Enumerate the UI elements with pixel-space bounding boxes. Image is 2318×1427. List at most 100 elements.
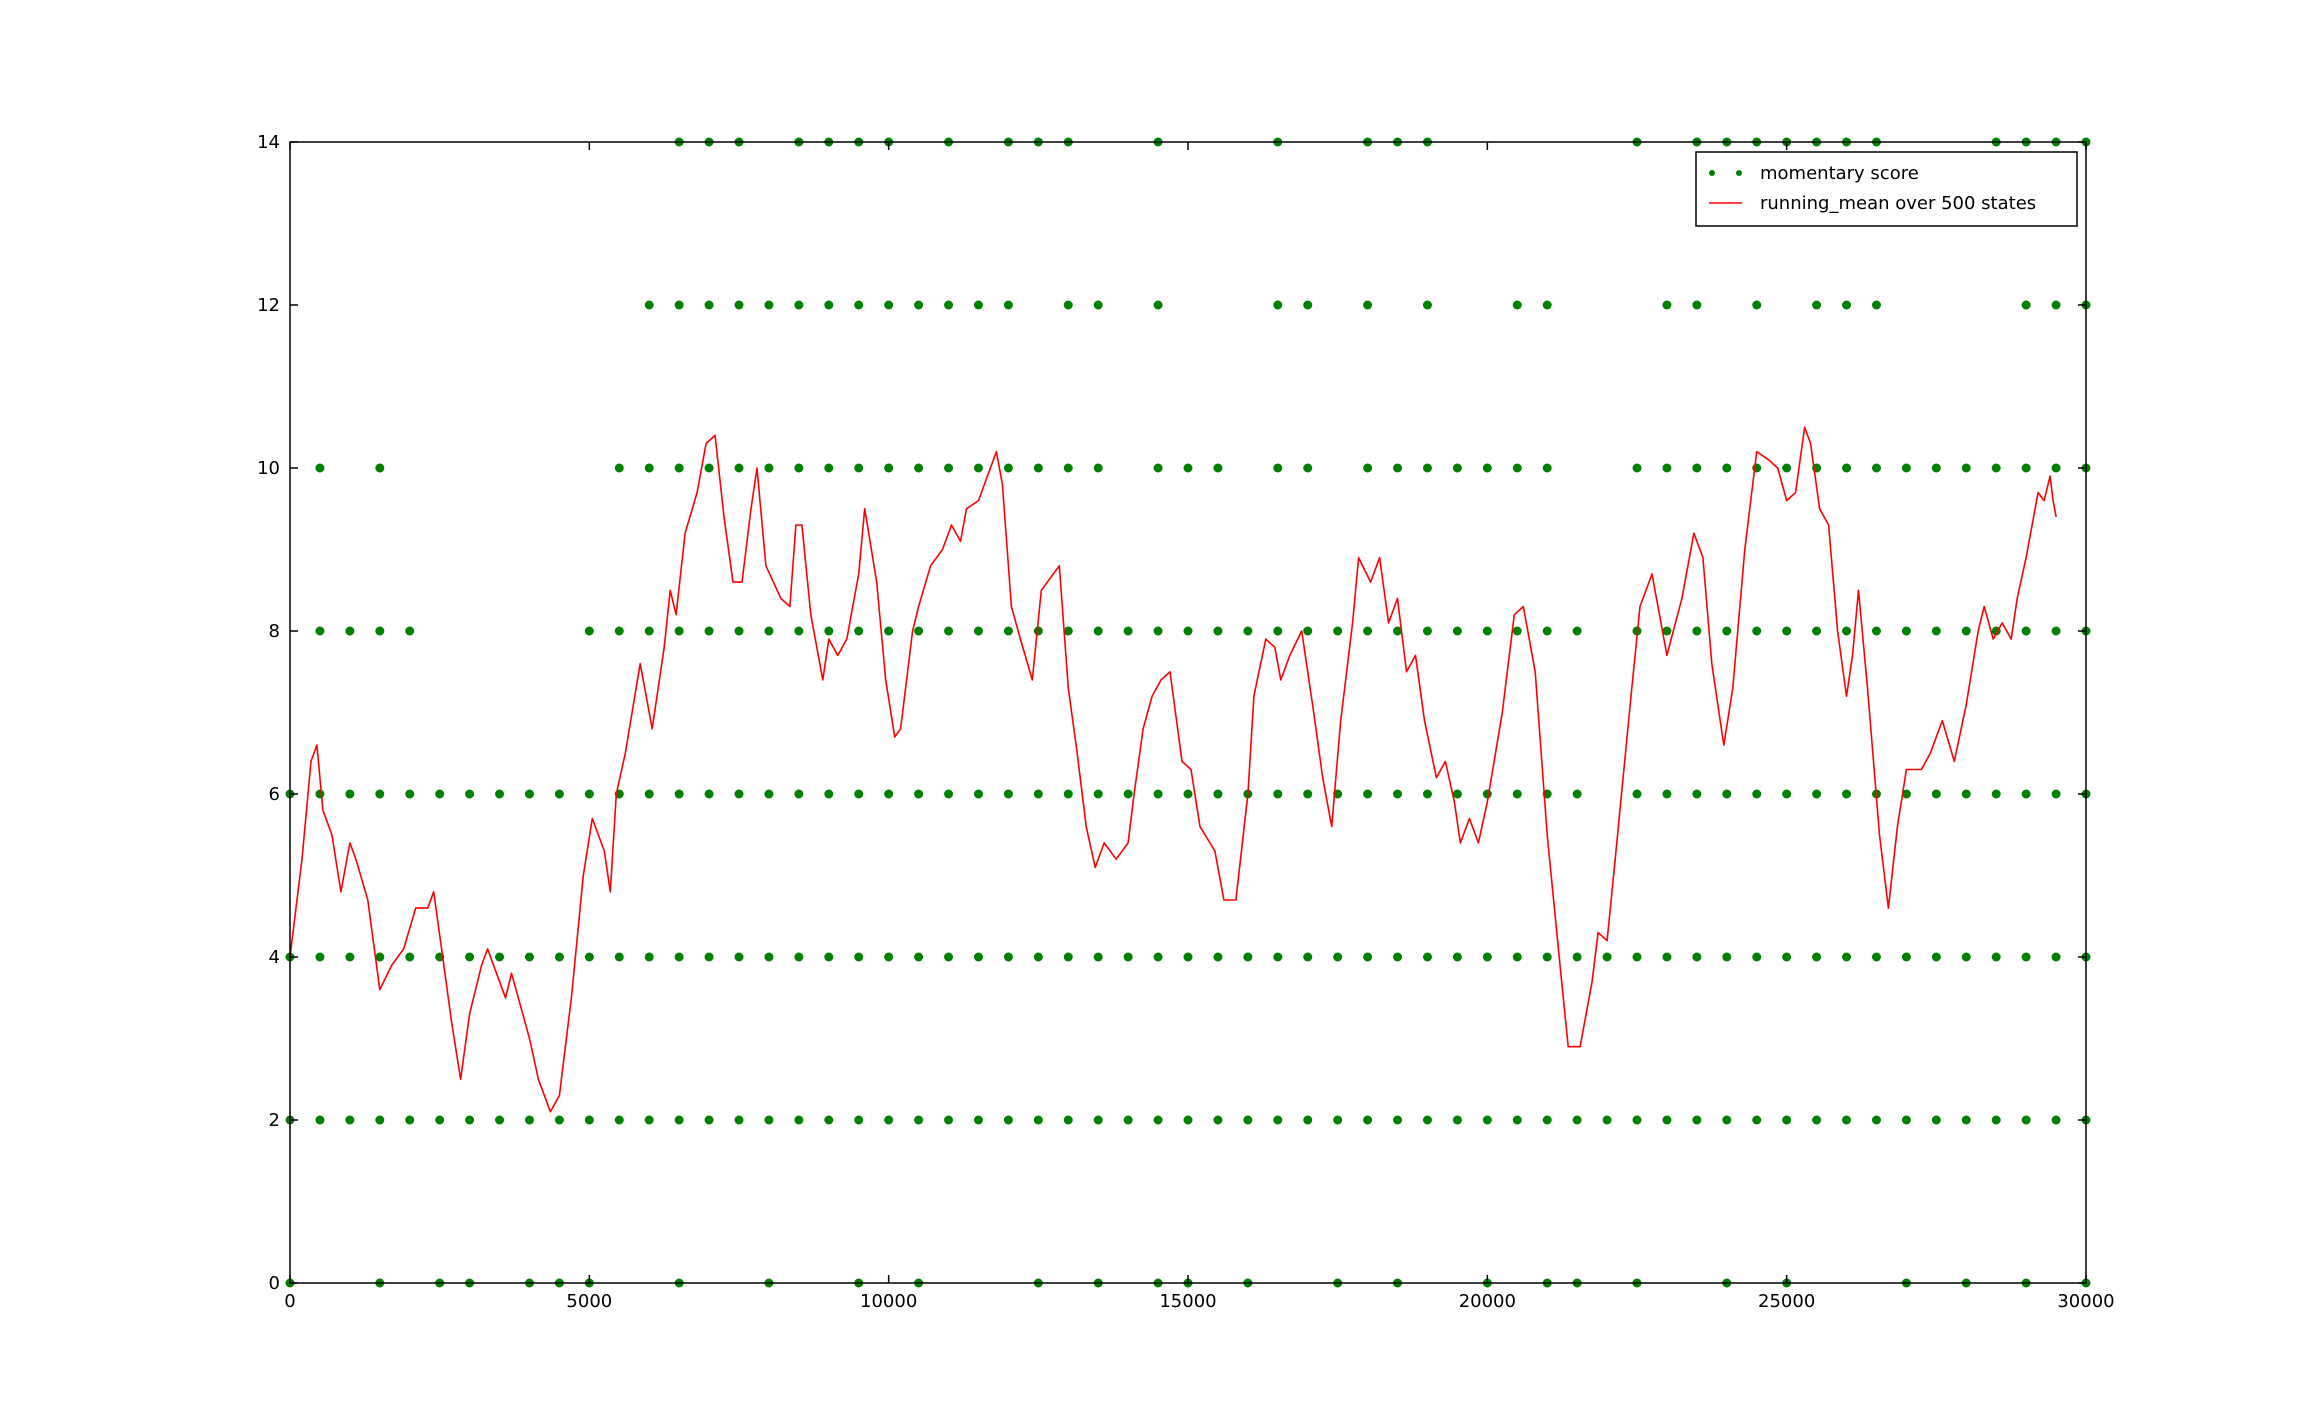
score-point bbox=[944, 1115, 954, 1125]
score-point bbox=[2021, 952, 2031, 962]
score-point bbox=[1033, 952, 1043, 962]
score-point bbox=[1452, 952, 1462, 962]
score-point bbox=[1003, 463, 1013, 473]
score-point bbox=[1153, 626, 1163, 636]
score-point bbox=[1482, 952, 1492, 962]
score-point bbox=[1512, 463, 1522, 473]
score-point bbox=[614, 1115, 624, 1125]
score-point bbox=[1931, 626, 1941, 636]
score-point bbox=[1183, 626, 1193, 636]
score-point bbox=[973, 789, 983, 799]
score-point bbox=[914, 789, 924, 799]
score-point bbox=[1063, 300, 1073, 310]
y-tick-label: 2 bbox=[269, 1110, 280, 1131]
score-point bbox=[1033, 789, 1043, 799]
score-point bbox=[884, 300, 894, 310]
legend-label: momentary score bbox=[1760, 163, 1919, 184]
score-point bbox=[1991, 789, 2001, 799]
score-point bbox=[824, 463, 834, 473]
score-point bbox=[914, 463, 924, 473]
score-point bbox=[1273, 300, 1283, 310]
score-point bbox=[524, 789, 534, 799]
score-point bbox=[1692, 1115, 1702, 1125]
score-point bbox=[524, 1115, 534, 1125]
score-point bbox=[1662, 626, 1672, 636]
score-point bbox=[1482, 1115, 1492, 1125]
score-point bbox=[1961, 626, 1971, 636]
score-point bbox=[1033, 626, 1043, 636]
legend: momentary score running_mean over 500 sta… bbox=[1695, 151, 2078, 227]
score-point bbox=[2051, 463, 2061, 473]
score-point bbox=[704, 463, 714, 473]
score-point bbox=[1422, 626, 1432, 636]
score-point bbox=[944, 300, 954, 310]
score-point bbox=[584, 952, 594, 962]
score-point bbox=[1213, 1115, 1223, 1125]
score-point bbox=[435, 1115, 445, 1125]
score-point bbox=[1512, 626, 1522, 636]
score-point bbox=[854, 952, 864, 962]
score-point bbox=[375, 1115, 385, 1125]
legend-box bbox=[1695, 151, 2078, 227]
score-point bbox=[734, 952, 744, 962]
score-point bbox=[1243, 1115, 1253, 1125]
score-point bbox=[345, 789, 355, 799]
score-point bbox=[1363, 1115, 1373, 1125]
score-point bbox=[884, 626, 894, 636]
score-point bbox=[1303, 952, 1313, 962]
score-point bbox=[1363, 300, 1373, 310]
score-point bbox=[2051, 626, 2061, 636]
score-point bbox=[1782, 626, 1792, 636]
score-point bbox=[1632, 1115, 1642, 1125]
score-point bbox=[794, 300, 804, 310]
score-point bbox=[824, 952, 834, 962]
score-point bbox=[674, 463, 684, 473]
score-point bbox=[1812, 789, 1822, 799]
score-point bbox=[1333, 952, 1343, 962]
score-point bbox=[1422, 789, 1432, 799]
score-point bbox=[973, 626, 983, 636]
score-point bbox=[1931, 463, 1941, 473]
score-point bbox=[315, 626, 325, 636]
score-point bbox=[1422, 952, 1432, 962]
score-point bbox=[2051, 300, 2061, 310]
score-point bbox=[1303, 1115, 1313, 1125]
score-point bbox=[1153, 300, 1163, 310]
score-point bbox=[704, 626, 714, 636]
score-point bbox=[1303, 463, 1313, 473]
score-point bbox=[1722, 789, 1732, 799]
score-point bbox=[1003, 300, 1013, 310]
score-point bbox=[1722, 1115, 1732, 1125]
score-point bbox=[1183, 789, 1193, 799]
score-point bbox=[1842, 463, 1852, 473]
score-point bbox=[1752, 626, 1762, 636]
score-point bbox=[584, 626, 594, 636]
score-point bbox=[734, 1115, 744, 1125]
score-point bbox=[1363, 463, 1373, 473]
score-point bbox=[1213, 789, 1223, 799]
score-point bbox=[854, 1115, 864, 1125]
score-point bbox=[1093, 626, 1103, 636]
score-point bbox=[524, 952, 534, 962]
score-point bbox=[764, 789, 774, 799]
score-point bbox=[1273, 789, 1283, 799]
score-point bbox=[1692, 626, 1702, 636]
score-point bbox=[1662, 1115, 1672, 1125]
score-point bbox=[884, 1115, 894, 1125]
score-point bbox=[1961, 463, 1971, 473]
score-point bbox=[345, 626, 355, 636]
score-point bbox=[1393, 789, 1403, 799]
score-point bbox=[674, 1115, 684, 1125]
score-point bbox=[1093, 463, 1103, 473]
score-point bbox=[1183, 463, 1193, 473]
score-point bbox=[824, 626, 834, 636]
y-tick-label: 10 bbox=[257, 458, 280, 479]
score-point bbox=[2051, 789, 2061, 799]
score-point bbox=[674, 300, 684, 310]
score-point bbox=[1482, 626, 1492, 636]
score-point bbox=[1452, 789, 1462, 799]
score-point bbox=[1063, 1115, 1073, 1125]
score-point bbox=[1991, 463, 2001, 473]
score-point bbox=[914, 952, 924, 962]
x-tick-label: 10000 bbox=[860, 1291, 917, 1312]
